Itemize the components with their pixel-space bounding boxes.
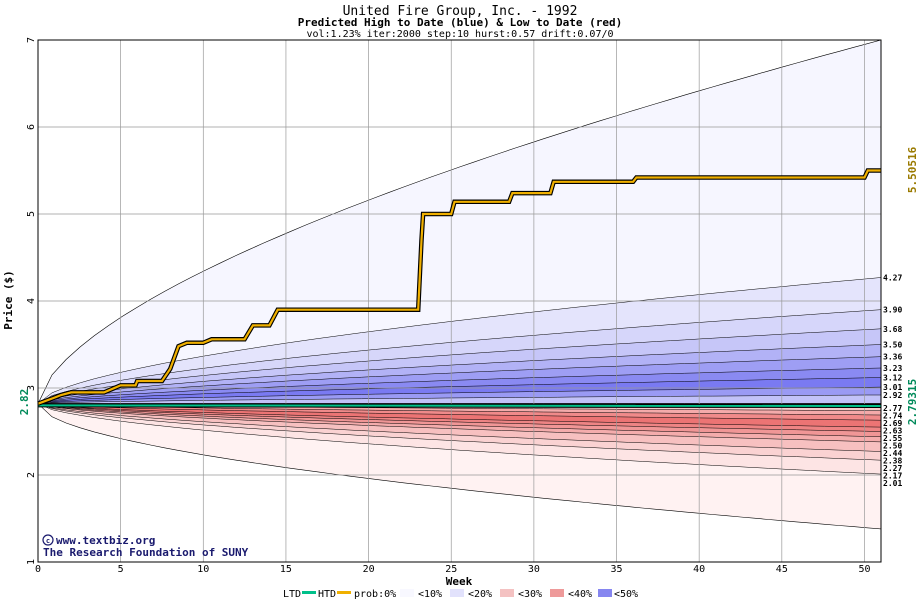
plot-frame bbox=[37, 39, 882, 563]
band-end-label: 2.92 bbox=[883, 391, 902, 400]
y-tick-label: 3 bbox=[26, 385, 37, 391]
x-tick-label: 35 bbox=[611, 564, 623, 575]
x-tick-labels: 0 5 10 15 20 25 30 35 40 45 50 bbox=[35, 564, 871, 575]
watermark: c www.textbiz.org The Research Foundatio… bbox=[42, 534, 249, 559]
y-tick-label: 5 bbox=[26, 211, 37, 217]
copyright-glyph: c bbox=[46, 537, 50, 545]
y-tick-label: 2 bbox=[26, 472, 37, 478]
x-tick-label: 45 bbox=[776, 564, 788, 575]
band-end-label: 2.69 bbox=[883, 419, 902, 428]
band-end-label: 3.12 bbox=[883, 374, 902, 383]
x-tick-label: 40 bbox=[693, 564, 705, 575]
htd-value-label: 5.50516 bbox=[906, 146, 919, 193]
band-end-label: 3.23 bbox=[883, 364, 902, 373]
x-tick-label: 25 bbox=[445, 564, 457, 575]
y-tick-label: 7 bbox=[26, 37, 37, 43]
watermark-site: www.textbiz.org bbox=[56, 534, 155, 547]
chart-params: vol:1.23% iter:2000 step:10 hurst:0.57 d… bbox=[306, 29, 613, 40]
band-end-label: 2.38 bbox=[883, 457, 902, 466]
legend: LTD HTD prob:0% <10% <20% <30% <40% <50% bbox=[283, 589, 638, 600]
band-end-label: 3.50 bbox=[883, 341, 902, 350]
legend-lt10-label: <10% bbox=[418, 589, 442, 600]
band-end-label: 4.27 bbox=[883, 274, 902, 283]
probability-bands bbox=[37, 39, 882, 530]
x-tick-label: 10 bbox=[197, 564, 209, 575]
series-lines bbox=[37, 168, 882, 408]
band-end-label: 3.01 bbox=[883, 383, 902, 392]
band-end-label: 3.90 bbox=[883, 306, 902, 315]
band-end-label: 2.74 bbox=[883, 412, 902, 421]
y-tick-label: 1 bbox=[26, 559, 37, 565]
x-tick-label: 30 bbox=[528, 564, 540, 575]
legend-lt20-label: <20% bbox=[468, 589, 492, 600]
legend-lt40-swatch bbox=[598, 589, 612, 597]
band-end-label: 2.55 bbox=[883, 434, 902, 443]
legend-lt10-swatch bbox=[450, 589, 464, 597]
legend-lt30-label: <30% bbox=[518, 589, 542, 600]
legend-lt30-swatch bbox=[550, 589, 564, 597]
band-end-label: 2.63 bbox=[883, 427, 902, 436]
x-tick-label: 5 bbox=[118, 564, 124, 575]
band-end-label: 3.36 bbox=[883, 353, 902, 362]
copyright-icon bbox=[42, 534, 54, 546]
x-tick-label: 50 bbox=[858, 564, 870, 575]
x-tick-label: 15 bbox=[280, 564, 292, 575]
chart-subtitle: Predicted High to Date (blue) & Low to D… bbox=[298, 16, 623, 29]
band-end-label: 2.50 bbox=[883, 442, 902, 451]
band-end-labels: 4.27 3.90 3.68 3.50 3.36 3.233.123.012.92 2.77… bbox=[883, 274, 902, 489]
legend-htd-label: HTD bbox=[318, 589, 336, 600]
band-end-label: 2.44 bbox=[883, 449, 902, 458]
band-end-label: 2.27 bbox=[883, 464, 902, 473]
x-tick-label: 0 bbox=[35, 564, 41, 575]
x-axis-label: Week bbox=[446, 575, 473, 588]
y-axis-label: Price ($) bbox=[2, 270, 15, 330]
chart-title: United Fire Group, Inc. - 1992 bbox=[343, 4, 578, 19]
ltd-value-label: 2.79315 bbox=[906, 379, 919, 425]
y-tick-labels: 1 2 3 4 5 6 7 bbox=[26, 37, 37, 565]
legend-ltd-swatch bbox=[302, 591, 316, 594]
ltd-line bbox=[37, 404, 882, 407]
legend-htd-swatch bbox=[337, 591, 351, 594]
band-end-label: 3.68 bbox=[883, 325, 902, 334]
watermark-org: The Research Foundation of SUNY bbox=[43, 546, 249, 559]
legend-prob-label: prob:0% bbox=[354, 589, 396, 600]
y-tick-label: 6 bbox=[26, 124, 37, 130]
band-end-label: 2.77 bbox=[883, 404, 902, 413]
legend-lt40-label: <40% bbox=[568, 589, 592, 600]
band-end-label: 2.01 bbox=[883, 479, 902, 488]
band-end-label: 2.17 bbox=[883, 472, 902, 481]
htd-line bbox=[37, 169, 881, 405]
legend-prob0-swatch bbox=[400, 589, 414, 597]
x-tick-label: 20 bbox=[363, 564, 375, 575]
legend-ltd-label: LTD bbox=[283, 589, 301, 600]
y-tick-label: 4 bbox=[26, 298, 37, 304]
legend-lt50-label: <50% bbox=[614, 589, 638, 600]
legend-lt20-swatch bbox=[500, 589, 514, 597]
start-value-label: 2.82 bbox=[18, 389, 31, 416]
